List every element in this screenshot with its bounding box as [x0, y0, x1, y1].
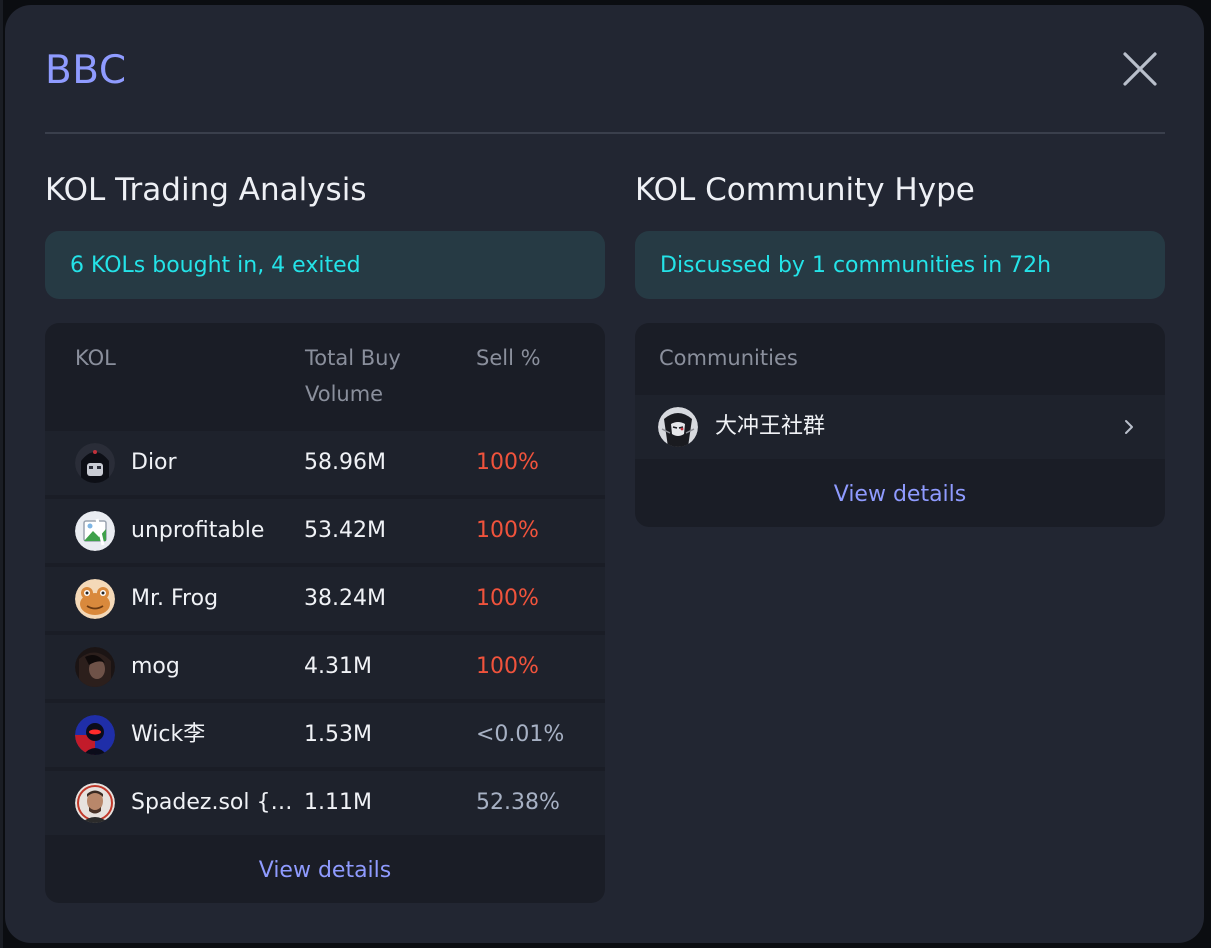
kol-name: unprofitable [131, 518, 265, 543]
kol-volume: 1.53M [304, 722, 372, 747]
kol-sell-percent: <0.01% [476, 722, 565, 747]
community-summary-banner: Discussed by 1 communities in 72h [635, 231, 1165, 299]
chevron-right-icon [1119, 417, 1139, 437]
kol-volume: 38.24M [304, 586, 386, 611]
community-view-details-link[interactable]: View details [833, 482, 967, 507]
frog-avatar-icon [75, 579, 115, 619]
close-icon [1123, 52, 1157, 86]
broken-image-icon [75, 511, 115, 551]
kol-volume: 53.42M [304, 518, 386, 543]
kol-table: KOL Total Buy Volume Sell % Dior 58.96M 1… [45, 323, 605, 903]
token-kol-modal: BBC KOL Trading Analysis 6 KOLs bought i… [5, 5, 1204, 943]
kol-name: Spadez.sol {… [131, 790, 291, 815]
header-divider [45, 132, 1165, 134]
kol-name: Wick李 [131, 722, 206, 747]
kol-volume: 58.96M [304, 450, 386, 475]
community-section-title: KOL Community Hype [635, 172, 975, 208]
modal-title: BBC [45, 48, 127, 93]
kol-name: Mr. Frog [131, 586, 219, 611]
kol-row[interactable]: Mr. Frog 38.24M 100% [45, 567, 605, 631]
kol-sell-percent: 52.38% [476, 790, 560, 815]
trading-section-title: KOL Trading Analysis [45, 172, 367, 208]
portrait-avatar-icon [75, 783, 115, 823]
dark-hooded-avatar-icon [75, 443, 115, 483]
kol-sell-percent: 100% [476, 654, 539, 679]
community-name: 大冲王社群 [715, 414, 826, 439]
trading-summary-banner: 6 KOLs bought in, 4 exited [45, 231, 605, 299]
column-header-volume-line2: Volume [305, 382, 384, 406]
kol-row[interactable]: Dior 58.96M 100% [45, 431, 605, 495]
community-table: Communities 大冲王社群 View details [635, 323, 1165, 527]
kol-sell-percent: 100% [476, 518, 539, 543]
kol-volume: 4.31M [304, 654, 372, 679]
column-header-sell: Sell % [476, 346, 541, 370]
column-header-volume: Total Buy Volume [305, 340, 401, 412]
kol-row[interactable]: Wick李 1.53M <0.01% [45, 703, 605, 767]
kol-table-header: KOL Total Buy Volume Sell % [45, 323, 605, 426]
red-blue-avatar-icon [75, 715, 115, 755]
backdrop-edge [0, 0, 3, 948]
kol-row[interactable]: unprofitable 53.42M 100% [45, 499, 605, 563]
kol-row[interactable]: mog 4.31M 100% [45, 635, 605, 699]
kol-name: mog [131, 654, 180, 679]
column-header-kol: KOL [75, 346, 116, 370]
kol-volume: 1.11M [304, 790, 372, 815]
masked-figure-avatar-icon [658, 407, 698, 447]
kol-sell-percent: 100% [476, 586, 539, 611]
kol-sell-percent: 100% [476, 450, 539, 475]
kol-name: Dior [131, 450, 177, 475]
community-row[interactable]: 大冲王社群 [635, 395, 1165, 459]
trading-view-details-link[interactable]: View details [258, 858, 392, 883]
close-button[interactable] [1117, 46, 1163, 92]
kol-row[interactable]: Spadez.sol {… 1.11M 52.38% [45, 771, 605, 835]
column-header-communities: Communities [659, 346, 798, 370]
column-header-volume-line1: Total Buy [305, 346, 401, 370]
dark-portrait-avatar-icon [75, 647, 115, 687]
